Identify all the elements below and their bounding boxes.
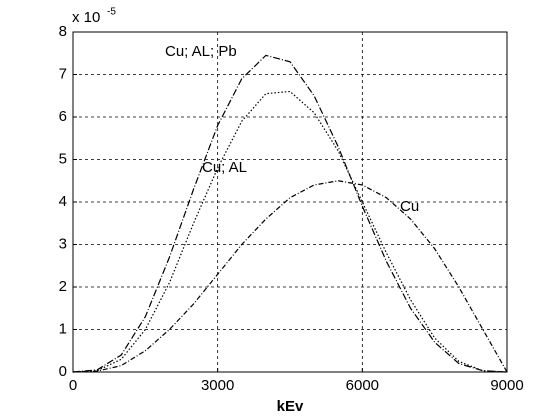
series-label: Cu; AL (202, 159, 247, 176)
series-line (72, 180, 508, 373)
y-tick-label: 3 (59, 235, 67, 252)
y-tick-label: 4 (59, 193, 67, 210)
y-tick-label: 6 (59, 108, 67, 125)
x-tick-label: 0 (69, 377, 77, 394)
y-tick-label: 2 (59, 278, 67, 295)
y-exponent: -5 (107, 7, 116, 18)
y-tick-label: 8 (59, 23, 67, 40)
x-axis-label: kEv (277, 398, 304, 415)
y-tick-label: 0 (59, 363, 67, 380)
y-tick-label: 5 (59, 150, 67, 167)
y-multiplier: x 10 (72, 9, 100, 26)
x-tick-label: 3000 (201, 377, 234, 394)
series-label: Cu (400, 198, 419, 215)
series-label: Cu; AL; Pb (165, 43, 237, 60)
x-tick-label: 6000 (346, 377, 379, 394)
y-tick-label: 7 (59, 65, 67, 82)
series-line (72, 54, 508, 373)
x-tick-label: 9000 (490, 377, 523, 394)
y-tick-label: 1 (59, 320, 67, 337)
